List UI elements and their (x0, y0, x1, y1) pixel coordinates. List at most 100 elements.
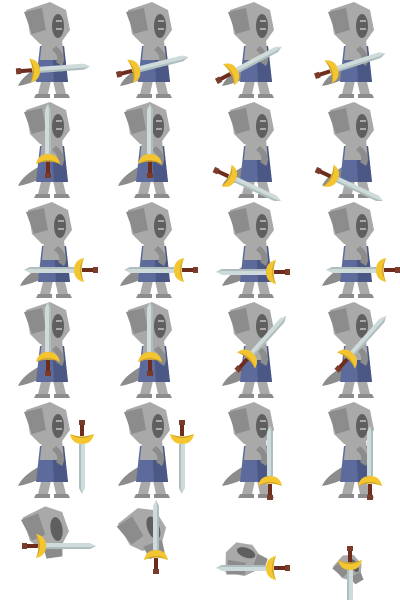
visor (52, 14, 64, 38)
sword-grip (218, 72, 232, 82)
boots (36, 294, 72, 298)
visor-slits (360, 20, 366, 30)
sword-blade-edge (216, 269, 266, 272)
sword-pommel (395, 267, 400, 273)
sword-pommel (147, 173, 153, 178)
helmet-crest (332, 561, 350, 578)
sword-blade-edge (140, 56, 189, 72)
visor (256, 14, 268, 38)
visor (154, 214, 166, 238)
helmet-crest (228, 8, 250, 34)
frame-r2-c4 (300, 100, 400, 202)
visor-slits (58, 220, 64, 230)
sword-guard-shade (221, 164, 232, 187)
sword-blade-edge (347, 570, 350, 600)
knight-figure (322, 102, 374, 198)
visor (256, 114, 268, 138)
helmet-crest (228, 308, 250, 334)
boots (34, 494, 70, 498)
frame-r3-c3 (200, 200, 300, 300)
sword-blade-edge (150, 104, 153, 154)
sword-pommel (347, 546, 353, 551)
sword-pommel (285, 269, 290, 275)
sprite-frame-art (314, 2, 386, 98)
sword-pommel (93, 267, 98, 273)
arm (356, 146, 368, 166)
sword-grip (82, 268, 94, 272)
knight-figure (322, 2, 374, 98)
sword-blade-edge (234, 180, 281, 202)
frame-r2-c2 (100, 100, 200, 200)
sword-pommel (214, 76, 223, 85)
cape-tail (120, 366, 144, 386)
visor (154, 314, 166, 338)
sword-blade (234, 176, 281, 202)
cape-tail (18, 166, 42, 186)
helmet-crest (116, 516, 144, 545)
sprite-frame-art (118, 402, 194, 498)
visor (236, 547, 256, 559)
boots (338, 494, 374, 498)
sprite-frame-art (18, 402, 94, 498)
knight-figure (222, 2, 274, 98)
arm (154, 246, 166, 266)
sword (358, 426, 382, 500)
sword-grip (26, 544, 38, 548)
sword (314, 164, 383, 202)
frame-r4-c1 (0, 300, 100, 400)
sprite-frame-art (20, 506, 96, 559)
sword-guard-shade (138, 160, 162, 164)
boots (136, 394, 172, 398)
visor-slits (56, 320, 62, 330)
knight-figure (118, 102, 170, 198)
sword-blade (350, 315, 387, 356)
helmet-crest (20, 513, 46, 541)
sword-blade-edge (24, 267, 74, 270)
helmet-crest (24, 308, 46, 334)
sprite-frame-art (322, 402, 382, 500)
sword (138, 104, 162, 178)
sword-blade-edge (336, 180, 383, 202)
sprite-frame-art (314, 102, 383, 202)
visor (154, 14, 166, 38)
frame-r6-c3 (200, 500, 300, 600)
visor (52, 414, 64, 438)
sword-pommel (314, 71, 321, 80)
arm (52, 346, 64, 366)
sword-guard-shade (338, 560, 362, 564)
cape-tail (118, 466, 142, 486)
sword-grip (318, 69, 331, 77)
frame-r1-c1 (0, 0, 100, 100)
sprite-frame-art (18, 102, 70, 198)
sword-pommel (314, 166, 322, 175)
boots (238, 294, 274, 298)
frame-r6-c1 (0, 500, 100, 600)
sword-grip (46, 162, 50, 174)
sword-grip (348, 550, 352, 562)
sword-blade-edge (79, 444, 82, 494)
visor (152, 414, 164, 438)
sword-blade-edge (48, 302, 51, 352)
sword-guard (223, 63, 240, 86)
sword-blade-edge (46, 546, 96, 549)
knight-figure (20, 202, 72, 298)
sword-guard-shade (382, 258, 386, 282)
arm (256, 446, 268, 466)
visor-slits (56, 120, 62, 130)
arm (256, 146, 268, 166)
helmet-crest (24, 408, 46, 434)
fallen-knight (20, 506, 69, 559)
arm (256, 346, 268, 366)
sword-grip (337, 357, 349, 370)
frame-r3-c1 (0, 200, 100, 300)
sword-guard-shade (258, 482, 282, 486)
cape-tail (18, 366, 42, 386)
frame-r1-c2 (100, 0, 200, 100)
sprite-frame-art (222, 302, 287, 398)
sword (36, 104, 60, 178)
visor (152, 114, 164, 138)
knight-figure (222, 102, 274, 198)
sword-grip (119, 69, 133, 76)
sword-guard-shade (36, 534, 40, 558)
fallen-knight (225, 542, 268, 576)
